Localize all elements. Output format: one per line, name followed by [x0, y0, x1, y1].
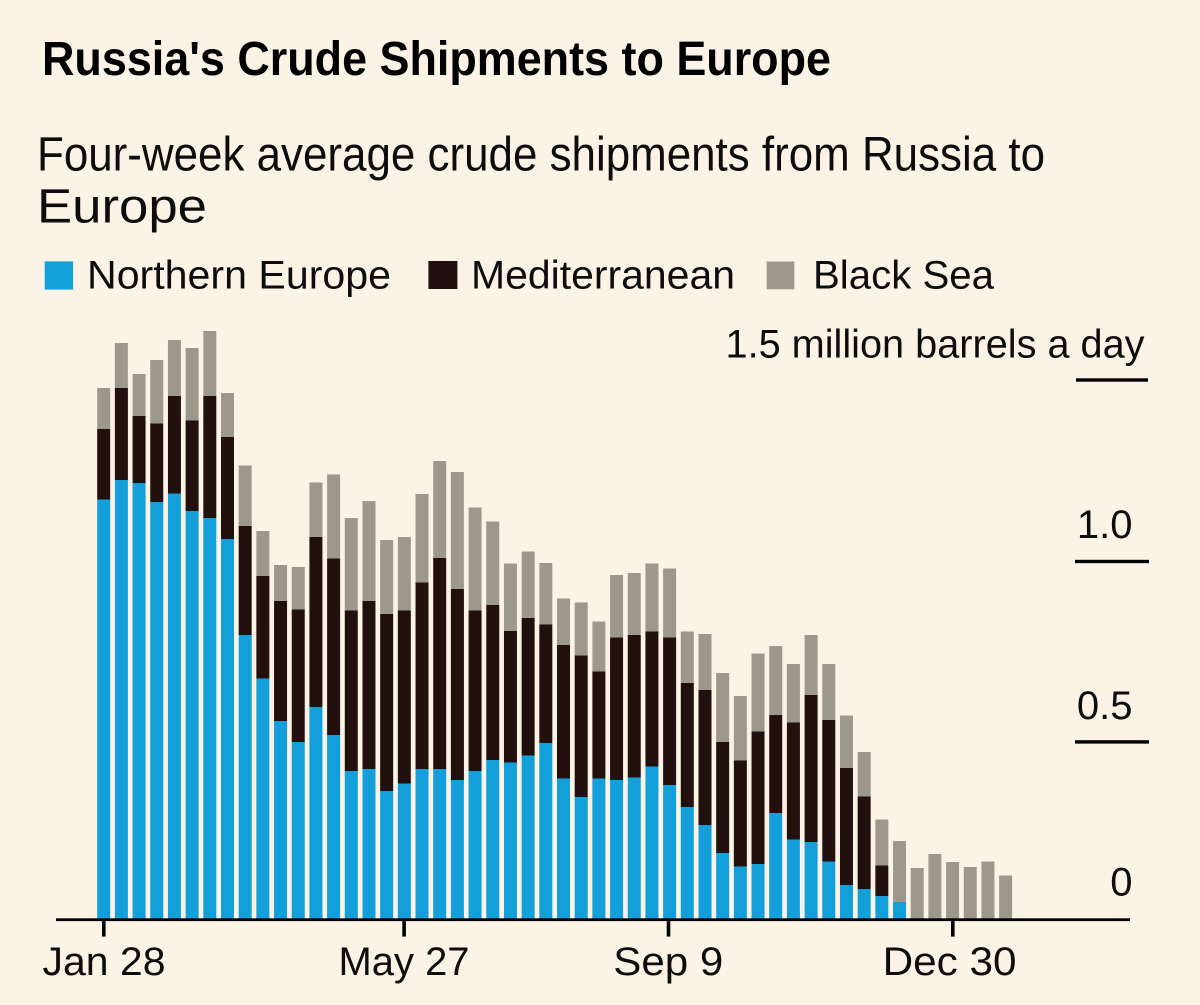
svg-text:Russia's Crude Shipments to Eu: Russia's Crude Shipments to Europe: [42, 33, 831, 86]
svg-text:0: 0: [1110, 861, 1132, 905]
svg-text:1.0: 1.0: [1077, 503, 1133, 547]
svg-text:0.5: 0.5: [1077, 684, 1133, 728]
svg-text:1.5 million barrels a day: 1.5 million barrels a day: [726, 323, 1145, 367]
svg-text:Four-week average crude shipme: Four-week average crude shipments from R…: [37, 128, 1045, 181]
svg-text:Europe: Europe: [37, 181, 207, 234]
svg-text:Mediterranean: Mediterranean: [471, 254, 735, 298]
svg-text:May 27: May 27: [339, 940, 470, 984]
svg-text:Sep 9: Sep 9: [613, 940, 723, 984]
svg-text:Jan 28: Jan 28: [43, 940, 166, 984]
svg-text:Black Sea: Black Sea: [813, 254, 995, 298]
svg-text:Dec 30: Dec 30: [883, 940, 1017, 984]
svg-text:Northern Europe: Northern Europe: [87, 254, 391, 298]
